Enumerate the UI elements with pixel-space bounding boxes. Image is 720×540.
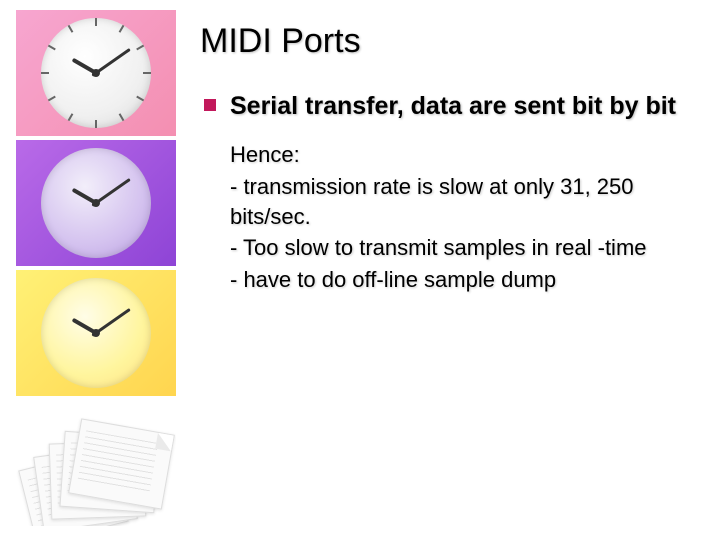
clock-face-icon	[41, 18, 151, 128]
sub-line-3: - have to do off-line sample dump	[230, 265, 694, 295]
tile-paper-stack	[16, 400, 176, 526]
clock-face-icon	[41, 278, 151, 388]
bullet-text: Serial transfer, data are sent bit by bi…	[230, 91, 676, 122]
paper-stack-icon	[22, 416, 172, 526]
sub-line-2: - Too slow to transmit samples in real -…	[230, 233, 694, 263]
clock-face-icon	[41, 148, 151, 258]
tile-clock-violet	[16, 140, 176, 266]
slide-title: MIDI Ports	[200, 22, 694, 61]
sub-line-1: - transmission rate is slow at only 31, …	[230, 172, 694, 231]
bullet-square-icon	[204, 99, 216, 111]
slide-content: MIDI Ports Serial transfer, data are sen…	[200, 22, 694, 297]
tile-clock-yellow	[16, 270, 176, 396]
tile-clock-pink	[16, 10, 176, 136]
decorative-sidebar	[16, 10, 176, 530]
bullet-item: Serial transfer, data are sent bit by bi…	[200, 91, 694, 122]
sub-points: Hence: - transmission rate is slow at on…	[200, 140, 694, 294]
sub-lead: Hence:	[230, 140, 694, 170]
